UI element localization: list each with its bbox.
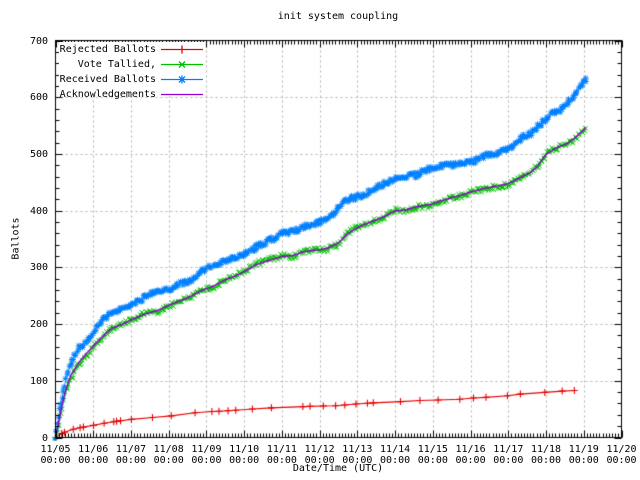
x-tick-label: 11/17 00:00 [493,444,524,466]
x-tick-label: 11/07 00:00 [115,444,146,466]
y-tick-label: 100 [29,375,48,387]
x-tick-label: 11/12 00:00 [304,444,335,466]
y-tick-label: 600 [29,92,48,104]
x-tick-label: 11/05 00:00 [40,444,71,466]
legend-label: Rejected Ballots [59,44,156,55]
x-tick-label: 11/13 00:00 [342,444,373,466]
x-tick-label: 11/20 00:00 [606,444,637,466]
x-tick-label: 11/16 00:00 [455,444,486,466]
x-tick-label: 11/14 00:00 [380,444,411,466]
legend-label: Received Ballots [59,74,156,85]
chart-title: init system coupling [277,11,399,22]
y-tick-label: 300 [29,262,48,274]
plus-marker-icon [161,45,203,54]
legend-label: Vote Tallied, [77,59,156,70]
x-tick-label: 11/06 00:00 [78,444,109,466]
legend: Rejected Ballots Vote Tallied, Received Ba… [59,42,205,100]
legend-row: Received Ballots [59,72,205,87]
x-tick-label: 11/09 00:00 [191,444,222,466]
x-tick-label: 11/10 00:00 [229,444,260,466]
cross-marker-icon [161,61,203,68]
y-tick-label: 500 [29,148,48,160]
legend-row: Acknowledgements [59,87,205,102]
y-tick-label: 400 [29,205,48,217]
x-axis-label: Date/Time (UTC) [292,463,384,474]
star-marker-icon [161,75,203,84]
legend-row: Rejected Ballots [59,42,205,57]
x-tick-label: 11/15 00:00 [417,444,448,466]
x-tick-label: 11/19 00:00 [568,444,599,466]
x-tick-label: 11/11 00:00 [266,444,297,466]
legend-label: Acknowledgements [59,89,156,100]
y-tick-label: 200 [29,319,48,331]
y-tick-label: 0 [41,432,48,444]
y-tick-label: 700 [29,35,48,47]
y-axis-label: Ballots [10,217,22,260]
x-tick-label: 11/18 00:00 [530,444,562,466]
x-tick-label: 11/08 00:00 [153,444,184,466]
line-sample [161,93,203,96]
legend-row: Vote Tallied, [59,57,205,72]
